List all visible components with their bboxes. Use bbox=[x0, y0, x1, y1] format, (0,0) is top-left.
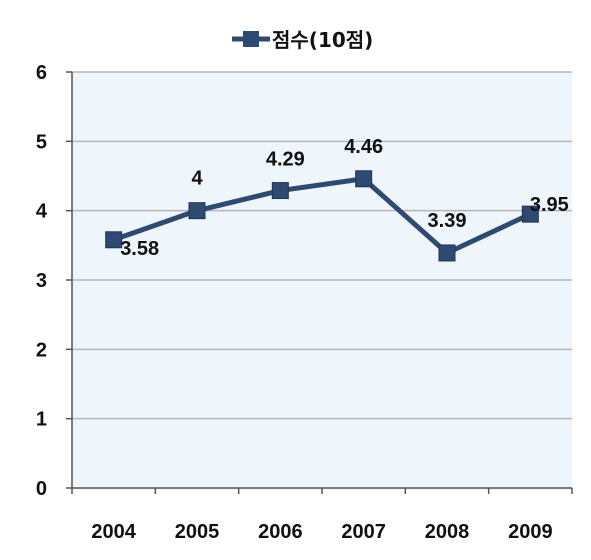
data-label: 3.58 bbox=[120, 238, 159, 260]
series-line-path bbox=[112, 176, 532, 256]
x-tick-label: 2004 bbox=[91, 521, 136, 543]
data-label: 4.46 bbox=[344, 136, 383, 158]
series-line bbox=[105, 170, 539, 262]
y-tick-label: 4 bbox=[36, 201, 48, 223]
y-tick-label: 5 bbox=[36, 131, 47, 153]
y-tick-label: 2 bbox=[36, 339, 47, 361]
data-point-marker bbox=[355, 170, 373, 188]
axes bbox=[66, 71, 573, 494]
legend-marker-icon bbox=[243, 31, 259, 47]
data-label: 4 bbox=[191, 168, 203, 190]
data-label: 4.29 bbox=[266, 149, 305, 171]
data-labels: 3.58 4 4.29 4.46 3.39 3.95 bbox=[120, 136, 569, 260]
data-point-marker bbox=[521, 205, 539, 223]
y-tick-label: 6 bbox=[36, 62, 47, 84]
data-point-marker bbox=[188, 202, 206, 220]
legend-label: 점수(10점) bbox=[272, 28, 373, 52]
y-tick-label: 0 bbox=[36, 478, 47, 500]
x-tick-label: 2009 bbox=[508, 521, 553, 543]
data-label: 3.39 bbox=[428, 210, 467, 232]
x-tick-label: 2006 bbox=[258, 521, 303, 543]
x-axis-ticks: 2004 2005 2006 2007 2008 2009 bbox=[91, 521, 552, 543]
x-tick-label: 2005 bbox=[175, 521, 220, 543]
plot-area bbox=[72, 72, 572, 490]
y-axis-ticks: 0 1 2 3 4 5 6 bbox=[36, 62, 48, 500]
y-tick-label: 3 bbox=[36, 270, 47, 292]
data-label: 3.95 bbox=[530, 194, 569, 216]
y-tick-label: 1 bbox=[36, 409, 47, 431]
data-point-marker bbox=[271, 182, 289, 200]
gridlines bbox=[72, 71, 572, 420]
data-point-marker bbox=[438, 244, 456, 262]
data-point-marker bbox=[105, 231, 123, 249]
x-tick-label: 2007 bbox=[341, 521, 386, 543]
legend: 점수(10점) bbox=[232, 28, 373, 52]
x-tick-label: 2008 bbox=[425, 521, 470, 543]
